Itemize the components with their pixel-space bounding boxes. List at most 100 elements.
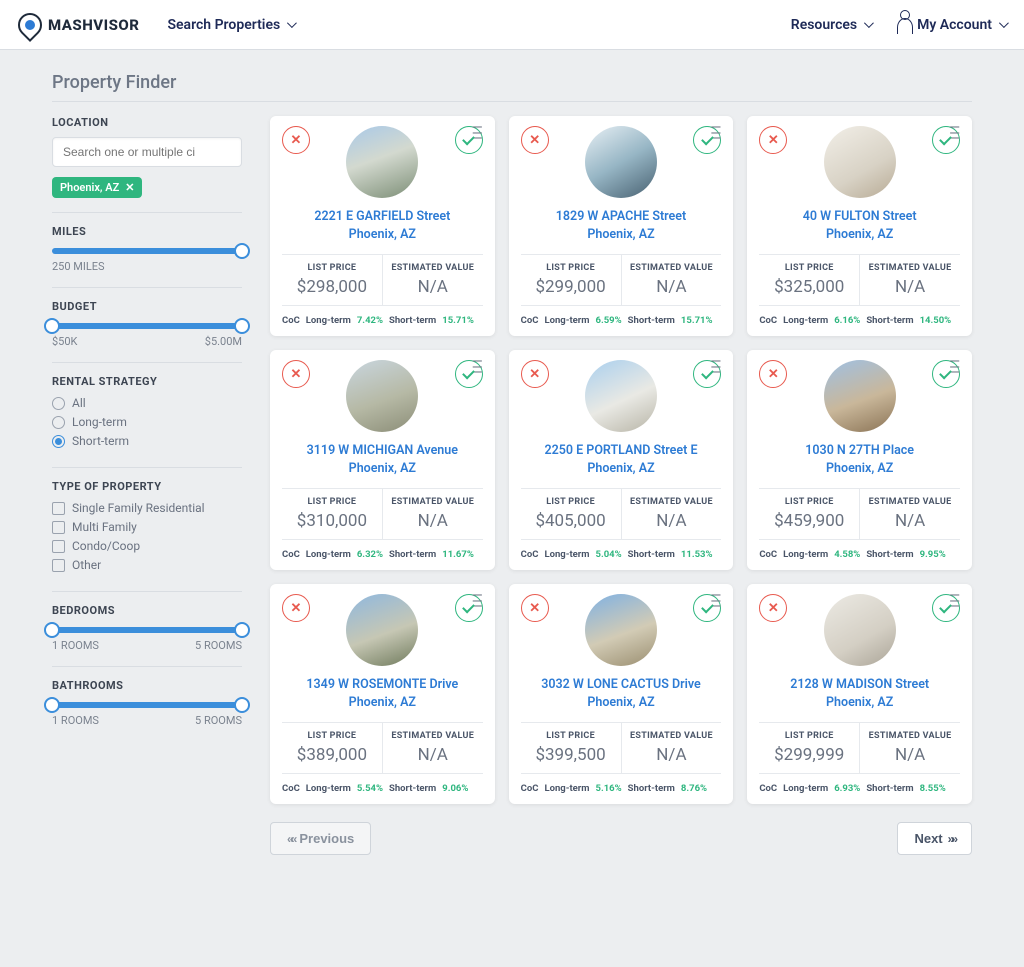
long-term-pct: 7.42% — [357, 315, 383, 326]
filter-bathrooms: BATHROOMS 1 ROOMS 5 ROOMS — [52, 679, 242, 741]
nav-my-account[interactable]: My Account — [897, 17, 1006, 33]
property-address[interactable]: 2250 E PORTLAND Street EPhoenix, AZ — [521, 442, 722, 478]
property-type-option[interactable]: Single Family Residential — [52, 501, 242, 515]
card-menu-icon[interactable]: ——— — [472, 360, 483, 377]
property-address[interactable]: 1349 W ROSEMONTE DrivePhoenix, AZ — [282, 676, 483, 712]
coc-row: CoC Long-term4.58% Short-term9.95% — [759, 539, 960, 560]
brand-text: MASHVISOR — [48, 16, 139, 34]
property-type-option[interactable]: Condo/Coop — [52, 539, 242, 553]
coc-row: CoC Long-term7.42% Short-term15.71% — [282, 305, 483, 326]
checkbox-icon — [52, 521, 65, 534]
card-menu-icon[interactable]: ——— — [472, 594, 483, 611]
previous-button[interactable]: «« Previous — [270, 822, 371, 855]
short-term-pct: 9.06% — [442, 783, 468, 794]
slider-thumb[interactable] — [234, 243, 250, 259]
est-value-value: N/A — [385, 745, 481, 765]
filters-sidebar: LOCATION Phoenix, AZ✕ MILES 250 MILES BU… — [52, 116, 242, 855]
nav-search-properties[interactable]: Search Properties — [167, 17, 294, 33]
property-address[interactable]: 2128 W MADISON StreetPhoenix, AZ — [759, 676, 960, 712]
card-menu-icon[interactable]: ——— — [710, 126, 721, 143]
brand-logo[interactable]: MASHVISOR — [18, 13, 139, 37]
user-icon — [897, 18, 913, 34]
list-price-label: LIST PRICE — [523, 497, 619, 507]
chevron-left-icon: «« — [287, 832, 294, 846]
property-image — [585, 360, 657, 432]
property-type-option[interactable]: Other — [52, 558, 242, 572]
list-price-label: LIST PRICE — [761, 263, 857, 273]
property-card: ——— ✕ 1030 N 27TH PlacePhoenix, AZ LIST … — [747, 350, 972, 570]
location-search-input[interactable] — [52, 137, 242, 167]
list-price-label: LIST PRICE — [761, 497, 857, 507]
bedrooms-slider[interactable] — [52, 627, 242, 633]
radio-icon — [52, 435, 65, 448]
short-term-pct: 8.55% — [920, 783, 946, 794]
rental-strategy-option[interactable]: Short-term — [52, 434, 242, 448]
property-image — [346, 360, 418, 432]
property-address[interactable]: 40 W FULTON StreetPhoenix, AZ — [759, 208, 960, 244]
slider-thumb[interactable] — [44, 318, 60, 334]
est-value-label: ESTIMATED VALUE — [862, 263, 958, 273]
filter-bedrooms: BEDROOMS 1 ROOMS 5 ROOMS — [52, 604, 242, 667]
reject-button[interactable]: ✕ — [759, 360, 787, 388]
bathrooms-slider[interactable] — [52, 702, 242, 708]
list-price-value: $459,900 — [761, 511, 857, 531]
miles-slider[interactable] — [52, 248, 242, 254]
reject-button[interactable]: ✕ — [282, 594, 310, 622]
est-value-value: N/A — [624, 511, 720, 531]
property-address[interactable]: 3119 W MICHIGAN AvenuePhoenix, AZ — [282, 442, 483, 478]
property-card: ——— ✕ 40 W FULTON StreetPhoenix, AZ LIST… — [747, 116, 972, 336]
reject-button[interactable]: ✕ — [521, 360, 549, 388]
filter-rental-strategy: RENTAL STRATEGY AllLong-termShort-term — [52, 375, 242, 468]
rental-strategy-option[interactable]: Long-term — [52, 415, 242, 429]
property-address[interactable]: 1030 N 27TH PlacePhoenix, AZ — [759, 442, 960, 478]
reject-button[interactable]: ✕ — [759, 126, 787, 154]
location-chip[interactable]: Phoenix, AZ✕ — [52, 177, 142, 198]
slider-thumb[interactable] — [44, 697, 60, 713]
rental-strategy-option[interactable]: All — [52, 396, 242, 410]
filter-label-budget: BUDGET — [52, 300, 242, 313]
card-menu-icon[interactable]: ——— — [949, 360, 960, 377]
coc-row: CoC Long-term6.93% Short-term8.55% — [759, 773, 960, 794]
filter-miles: MILES 250 MILES — [52, 225, 242, 288]
card-menu-icon[interactable]: ——— — [710, 360, 721, 377]
card-menu-icon[interactable]: ——— — [710, 594, 721, 611]
reject-button[interactable]: ✕ — [282, 360, 310, 388]
card-menu-icon[interactable]: ——— — [949, 126, 960, 143]
list-price-value: $298,000 — [284, 277, 380, 297]
slider-thumb[interactable] — [234, 697, 250, 713]
filter-label-proptype: TYPE OF PROPERTY — [52, 480, 242, 493]
reject-button[interactable]: ✕ — [282, 126, 310, 154]
logo-pin-icon — [13, 8, 47, 42]
property-type-option[interactable]: Multi Family — [52, 520, 242, 534]
property-card: ——— ✕ 3032 W LONE CACTUS DrivePhoenix, A… — [509, 584, 734, 804]
filter-property-type: TYPE OF PROPERTY Single Family Residenti… — [52, 480, 242, 592]
list-price-value: $310,000 — [284, 511, 380, 531]
reject-button[interactable]: ✕ — [759, 594, 787, 622]
card-menu-icon[interactable]: ——— — [472, 126, 483, 143]
est-value-value: N/A — [385, 511, 481, 531]
checkbox-icon — [52, 540, 65, 553]
coc-row: CoC Long-term5.16% Short-term8.76% — [521, 773, 722, 794]
card-menu-icon[interactable]: ——— — [949, 594, 960, 611]
filter-label-bathrooms: BATHROOMS — [52, 679, 242, 692]
property-grid: ——— ✕ 2221 E GARFIELD StreetPhoenix, AZ … — [270, 116, 972, 804]
checkbox-icon — [52, 502, 65, 515]
budget-slider[interactable] — [52, 323, 242, 329]
reject-button[interactable]: ✕ — [521, 126, 549, 154]
list-price-label: LIST PRICE — [284, 263, 380, 273]
list-price-value: $299,000 — [523, 277, 619, 297]
chip-remove-icon[interactable]: ✕ — [125, 181, 134, 194]
reject-button[interactable]: ✕ — [521, 594, 549, 622]
slider-thumb[interactable] — [44, 622, 60, 638]
coc-row: CoC Long-term6.32% Short-term11.67% — [282, 539, 483, 560]
page-title: Property Finder — [52, 72, 972, 93]
list-price-value: $325,000 — [761, 277, 857, 297]
property-address[interactable]: 3032 W LONE CACTUS DrivePhoenix, AZ — [521, 676, 722, 712]
est-value-value: N/A — [862, 277, 958, 297]
next-button[interactable]: Next »» — [897, 822, 972, 855]
property-address[interactable]: 1829 W APACHE StreetPhoenix, AZ — [521, 208, 722, 244]
nav-resources[interactable]: Resources — [791, 17, 871, 33]
property-address[interactable]: 2221 E GARFIELD StreetPhoenix, AZ — [282, 208, 483, 244]
slider-thumb[interactable] — [234, 318, 250, 334]
slider-thumb[interactable] — [234, 622, 250, 638]
